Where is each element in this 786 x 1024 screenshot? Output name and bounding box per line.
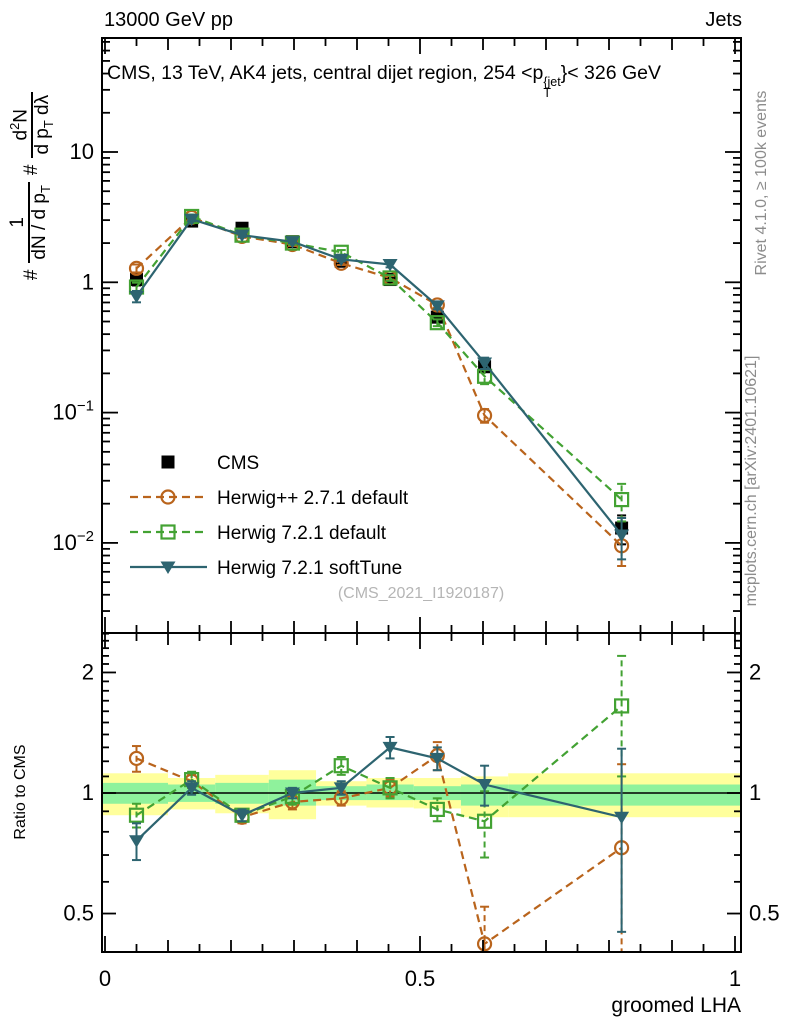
main-series-herwig-7-2-1-default <box>128 208 630 523</box>
band-green-bin <box>508 784 741 806</box>
ratio-ytick-label-left: 0.5 <box>63 901 94 926</box>
plot-title-post: }< 326 GeV <box>560 62 661 84</box>
ratio-ytick-label-left: 1 <box>82 780 94 805</box>
ylabel-hash-2: # <box>21 164 42 176</box>
ratio-ytick-label-left: 2 <box>82 659 94 684</box>
pt-jet-sub: T <box>543 85 551 100</box>
pt-jet-stack: {jet T <box>543 75 561 100</box>
ratio-ytick-label-right: 0.5 <box>749 901 780 926</box>
xtick-label: 1 <box>729 966 741 991</box>
main-ytick-label: 10−1 <box>52 398 94 425</box>
analysis-group-label: Jets <box>705 9 742 31</box>
main-ytick-label: 1 <box>82 269 94 294</box>
xtick-label: 0.5 <box>405 966 436 991</box>
watermark-analysis-id: (CMS_2021_I1920187) <box>338 585 504 602</box>
beam-energy-label: 13000 GeV pp <box>104 9 233 31</box>
plot-title: CMS, 13 TeV, AK4 jets, central dijet reg… <box>107 62 747 98</box>
axis-tick-labels: 10 1 10−1 10−2 2 2 1 1 0.5 0.5 0 0.5 1 groomed LHA <box>52 139 779 1017</box>
legend-label: Herwig++ 2.7.1 default <box>217 488 409 509</box>
ylabel-frac2-den: d pT dλ <box>31 91 60 158</box>
ylabel-frac1-num: 1 <box>7 217 29 228</box>
ratio-y-axis-label: Ratio to CMS <box>12 744 29 840</box>
plot-title-pre: CMS, 13 TeV, AK4 jets, central dijet reg… <box>107 62 544 84</box>
ylabel-frac-1: 1 dN / d pT <box>7 182 56 263</box>
ratio-ytick-label-right: 2 <box>749 659 761 684</box>
main-y-axis-label: # 1 dN / d pT # d2N d pT dλ <box>4 36 60 336</box>
main-ytick-label: 10 <box>70 139 94 164</box>
ratio-ytick-label-right: 1 <box>749 780 761 805</box>
axis-ticks <box>102 38 741 952</box>
legend: CMS Herwig++ 2.7.1 default Herwig 7.2.1 de… <box>130 453 409 579</box>
x-axis-label: groomed LHA <box>611 994 741 1017</box>
legend-label: Herwig 7.2.1 softTune <box>217 558 402 579</box>
ratio-series-herwig-7-2-1-softtune <box>129 735 630 933</box>
xtick-label: 0 <box>99 966 111 991</box>
legend-label: CMS <box>217 453 259 474</box>
pt-jet-sup: {jet <box>543 75 561 89</box>
rivet-version-note: Rivet 4.1.0, ≥ 100k events <box>753 90 770 276</box>
mcplots-reference-note: mcplots.cern.ch [arXiv:2401.10621] <box>743 355 760 607</box>
ylabel-frac1-den: dN / d pT <box>28 182 56 263</box>
legend-label: Herwig 7.2.1 default <box>217 523 387 544</box>
ylabel-hash-1: # <box>21 269 42 281</box>
main-series-herwig-7-2-1-softtune <box>129 213 630 561</box>
ylabel-frac-2: d2N d pT dλ <box>5 91 60 158</box>
ratio-series-herwig-7-2-1-default <box>128 654 630 859</box>
main-ytick-label: 10−2 <box>52 528 94 555</box>
ylabel-frac2-num: d2N <box>6 108 32 141</box>
